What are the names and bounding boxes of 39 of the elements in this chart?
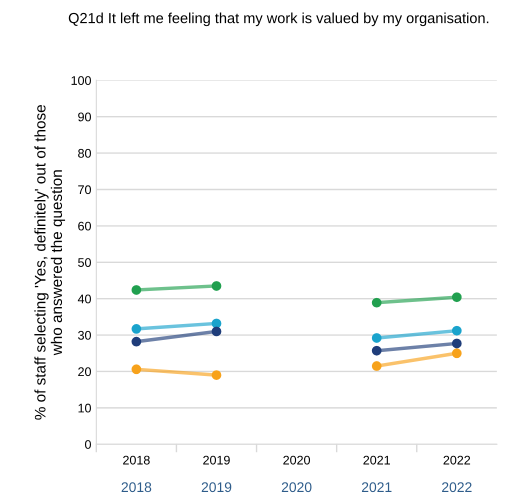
point: [212, 318, 222, 328]
point: [452, 338, 462, 348]
y-tick-label: 60: [78, 222, 91, 231]
y-tick-label: 70: [78, 185, 91, 194]
x-tick-label: 2018: [123, 456, 150, 465]
y-tick-label: 20: [78, 367, 91, 376]
point: [452, 292, 462, 302]
point: [212, 281, 222, 291]
y-tick-label: 50: [78, 258, 91, 267]
point: [372, 298, 382, 308]
y-tick-label: 90: [78, 112, 91, 122]
x-tick-label: 2021: [363, 456, 390, 465]
point: [132, 324, 142, 334]
category-label: 2022: [442, 482, 472, 492]
point: [132, 364, 142, 374]
point: [372, 346, 382, 356]
chart-title: Q21d It left me feeling that my work is valued by my organisation.: [68, 12, 488, 26]
category-label: 2020: [282, 482, 312, 492]
point: [452, 348, 462, 358]
x-tick-label: 2020: [283, 456, 310, 465]
x-tick-label: 2022: [444, 456, 470, 465]
y-tick-label: 100: [72, 76, 91, 85]
point: [212, 370, 222, 380]
y-tick-label: 40: [78, 294, 91, 304]
y-tick-label: 0: [85, 440, 91, 449]
y-axis-title: % of staff selecting 'Yes, definitely' out of those who answered the question: [34, 105, 66, 420]
point: [452, 326, 462, 336]
point: [372, 361, 382, 371]
point: [372, 333, 382, 343]
category-label: 2018: [122, 482, 152, 492]
y-tick-label: 80: [78, 148, 91, 158]
y-tick-label: 10: [78, 404, 91, 413]
y-tick-label: 30: [78, 330, 91, 340]
x-tick-label: 2019: [203, 456, 230, 465]
point: [212, 326, 222, 336]
point: [132, 285, 142, 295]
point: [132, 336, 142, 346]
category-label: 2021: [362, 482, 392, 492]
category-label: 2019: [202, 482, 232, 492]
